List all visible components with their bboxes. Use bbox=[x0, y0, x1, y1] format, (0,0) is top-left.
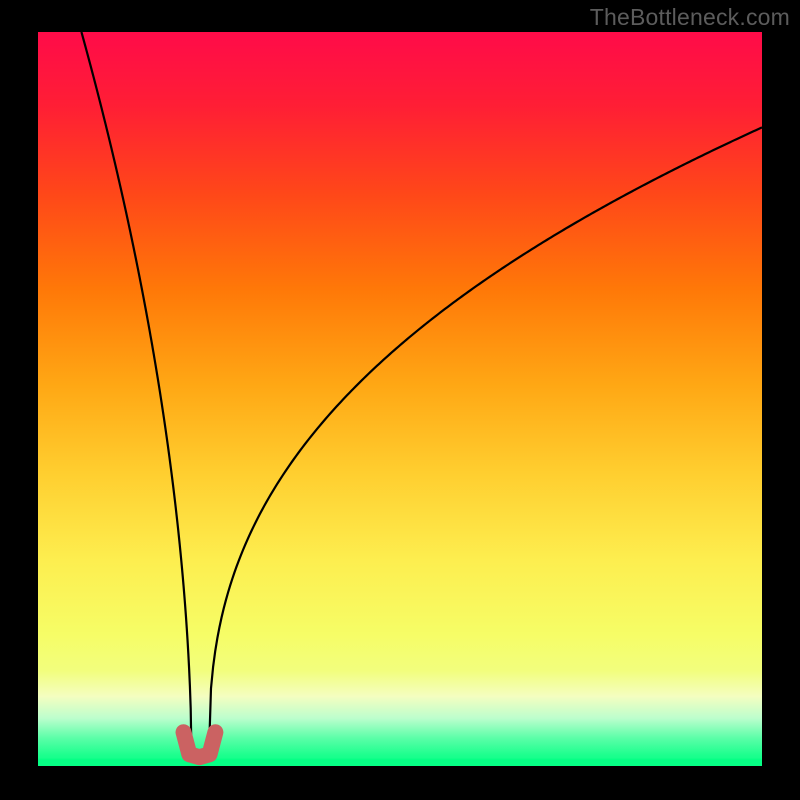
bottleneck-chart bbox=[0, 0, 800, 800]
chart-background-gradient bbox=[38, 32, 762, 766]
chart-green-baseline bbox=[38, 759, 762, 766]
watermark-text: TheBottleneck.com bbox=[590, 4, 790, 31]
